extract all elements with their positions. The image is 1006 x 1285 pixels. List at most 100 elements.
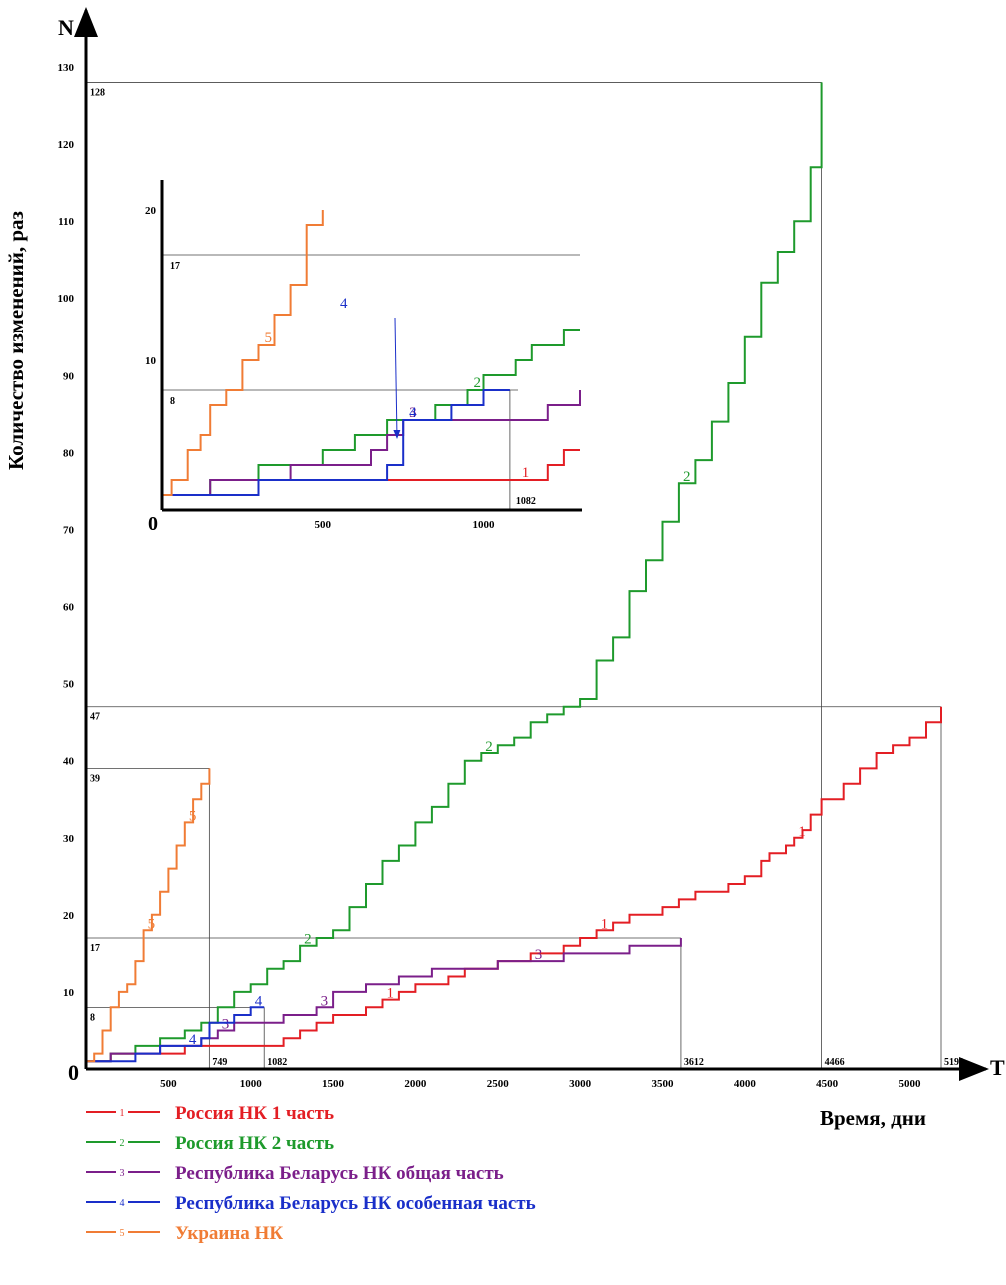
y-tick-label: 110 bbox=[58, 216, 74, 228]
guide-x-label: 749 bbox=[212, 1057, 227, 1068]
legend: 1 Россия НК 1 часть 2 Россия НК 2 часть 3 Рес… bbox=[86, 1103, 536, 1244]
x-tick-label: 1000 bbox=[240, 1078, 263, 1090]
series-marker-1: 1 bbox=[386, 986, 394, 1002]
y-tick-label: 70 bbox=[63, 524, 75, 536]
legend-marker: 5 bbox=[120, 1228, 125, 1239]
main-ticks: 500 1000 1500 2000 2500 3000 3500 4000 4500 50001… bbox=[58, 62, 922, 1090]
series-marker-2: 2 bbox=[485, 739, 493, 755]
guide-y-label: 47 bbox=[90, 712, 100, 723]
series-marker-2: 2 bbox=[683, 469, 691, 485]
y-axis-letter: N bbox=[58, 15, 74, 40]
series-marker-2: 2 bbox=[304, 932, 312, 948]
inset-series-line-4 bbox=[162, 389, 510, 496]
legend-item: 1 Россия НК 1 часть bbox=[86, 1103, 334, 1124]
legend-swatch-gap bbox=[116, 1195, 128, 1207]
inset-reference-guides: 17 8 1082 bbox=[162, 254, 580, 510]
x-tick-label: 3000 bbox=[569, 1078, 592, 1090]
guide-y-label: 39 bbox=[90, 773, 100, 784]
series-marker-1: 1 bbox=[601, 916, 609, 932]
inset-series-marker-3: 3 bbox=[409, 405, 417, 421]
x-axis-letter: T bbox=[990, 1055, 1005, 1080]
series-line-4 bbox=[86, 1006, 265, 1063]
legend-item: 3 Республика Беларусь НК общая часть bbox=[86, 1163, 504, 1184]
y-tick-label: 40 bbox=[63, 756, 75, 768]
guide-x-label: 1082 bbox=[267, 1057, 287, 1068]
x-tick-label: 2000 bbox=[404, 1078, 427, 1090]
y-tick-label: 100 bbox=[58, 293, 75, 305]
origin-label: 0 bbox=[68, 1060, 79, 1085]
legend-item: 5 Украина НК bbox=[86, 1223, 283, 1244]
legend-swatch-gap bbox=[116, 1225, 128, 1237]
x-tick-label: 3500 bbox=[651, 1078, 674, 1090]
inset-x-tick-label: 500 bbox=[315, 519, 332, 531]
guide-y-label: 17 bbox=[90, 943, 100, 954]
series-marker-1: 1 bbox=[798, 824, 806, 840]
series-line-5 bbox=[86, 768, 211, 1063]
inset-guide-x-label: 1082 bbox=[516, 496, 536, 507]
guide-y-label: 128 bbox=[90, 87, 105, 98]
y-tick-label: 20 bbox=[63, 910, 75, 922]
legend-swatch-gap bbox=[116, 1105, 128, 1117]
inset-series-marker-2: 2 bbox=[473, 375, 481, 391]
inset-series-line-2 bbox=[162, 329, 580, 496]
y-tick-label: 120 bbox=[58, 139, 75, 151]
legend-label: Республика Беларусь НК общая часть bbox=[175, 1163, 504, 1184]
x-tick-label: 4000 bbox=[734, 1078, 757, 1090]
y-tick-label: 60 bbox=[63, 602, 75, 614]
x-tick-label: 1500 bbox=[322, 1078, 345, 1090]
series-marker-3: 3 bbox=[222, 1016, 230, 1032]
series-marker-4: 4 bbox=[255, 993, 263, 1009]
inset-series-line-5 bbox=[162, 210, 324, 496]
series-marker-3: 3 bbox=[321, 993, 329, 1009]
legend-item: 4 Республика Беларусь НК особенная часть bbox=[86, 1193, 536, 1214]
inset-ticks: 500 1000 10 20 bbox=[145, 205, 495, 531]
y-tick-label: 80 bbox=[63, 447, 75, 459]
series-line-2 bbox=[86, 82, 823, 1063]
guide-x-label: 4466 bbox=[825, 1057, 845, 1068]
y-tick-label: 30 bbox=[63, 833, 75, 845]
legend-label: Республика Беларусь НК особенная часть bbox=[175, 1193, 536, 1214]
series-marker-5: 5 bbox=[148, 916, 156, 932]
x-tick-label: 4500 bbox=[816, 1078, 839, 1090]
inset-guide-y-label: 17 bbox=[170, 261, 180, 272]
legend-label: Россия НК 2 часть bbox=[175, 1133, 334, 1154]
series-marker-4: 4 bbox=[189, 1032, 197, 1048]
x-axis-title: Время, дни bbox=[820, 1106, 926, 1130]
inset-y-tick-label: 20 bbox=[145, 205, 157, 217]
legend-marker: 4 bbox=[120, 1198, 125, 1209]
y-tick-label: 10 bbox=[63, 987, 75, 999]
series-marker-3: 3 bbox=[535, 947, 543, 963]
inset-series-marker-5: 5 bbox=[264, 330, 272, 346]
inset-annotation-label: 4 bbox=[340, 296, 348, 312]
legend-marker: 2 bbox=[120, 1138, 125, 1149]
legend-marker: 1 bbox=[120, 1108, 125, 1119]
inset-origin-label: 0 bbox=[148, 513, 158, 535]
y-tick-label: 130 bbox=[58, 62, 75, 74]
legend-swatch-gap bbox=[116, 1165, 128, 1177]
x-tick-label: 2500 bbox=[487, 1078, 510, 1090]
guide-x-label: 3612 bbox=[684, 1057, 704, 1068]
guide-y-label: 8 bbox=[90, 1012, 95, 1023]
inset-x-tick-label: 1000 bbox=[473, 519, 496, 531]
x-tick-label: 500 bbox=[160, 1078, 177, 1090]
inset-guide-y-label: 8 bbox=[170, 396, 175, 407]
inset-y-tick-label: 10 bbox=[145, 355, 157, 367]
y-axis-title: Количество изменений, раз bbox=[4, 211, 28, 470]
legend-label: Украина НК bbox=[175, 1223, 283, 1244]
legend-item: 2 Россия НК 2 часть bbox=[86, 1133, 334, 1154]
inset-series-marker-1: 1 bbox=[522, 465, 530, 481]
y-tick-label: 90 bbox=[63, 370, 75, 382]
legend-marker: 3 bbox=[120, 1168, 125, 1179]
inset-series-marker-4: 4 bbox=[409, 405, 417, 421]
guide-x-label: 5191 bbox=[944, 1057, 964, 1068]
series-marker-5: 5 bbox=[189, 808, 197, 824]
inset-annotation-arrow bbox=[393, 317, 401, 439]
legend-swatch-gap bbox=[116, 1135, 128, 1147]
x-tick-label: 5000 bbox=[899, 1078, 922, 1090]
series-line-1 bbox=[86, 706, 942, 1063]
